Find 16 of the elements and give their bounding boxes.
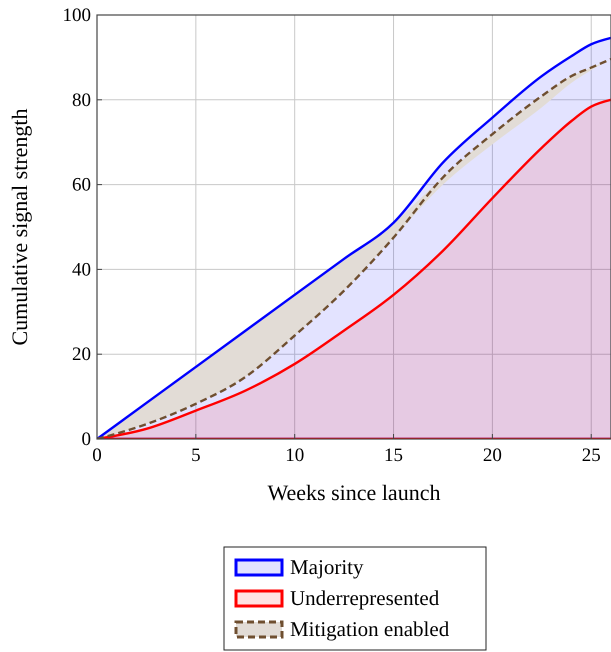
y-axis-title: Cumulative signal strength bbox=[7, 108, 32, 346]
x-tick-label: 5 bbox=[191, 445, 201, 466]
y-tick-label: 40 bbox=[72, 259, 91, 280]
legend-label: Majority bbox=[290, 555, 364, 579]
x-tick-label: 15 bbox=[384, 445, 404, 466]
y-tick-label: 0 bbox=[82, 429, 91, 450]
x-tick-label: 10 bbox=[285, 445, 304, 466]
x-tick-label: 25 bbox=[582, 445, 601, 466]
y-tick-label: 100 bbox=[62, 5, 91, 26]
legend-label: Underrepresented bbox=[290, 586, 440, 610]
y-tick-label: 20 bbox=[72, 344, 91, 366]
x-tick-label: 20 bbox=[482, 445, 502, 466]
y-tick-label: 60 bbox=[72, 174, 91, 196]
x-axis-title: Weeks since launch bbox=[268, 480, 440, 505]
legend-label: Mitigation enabled bbox=[290, 617, 450, 641]
y-tick-label: 80 bbox=[72, 90, 91, 111]
